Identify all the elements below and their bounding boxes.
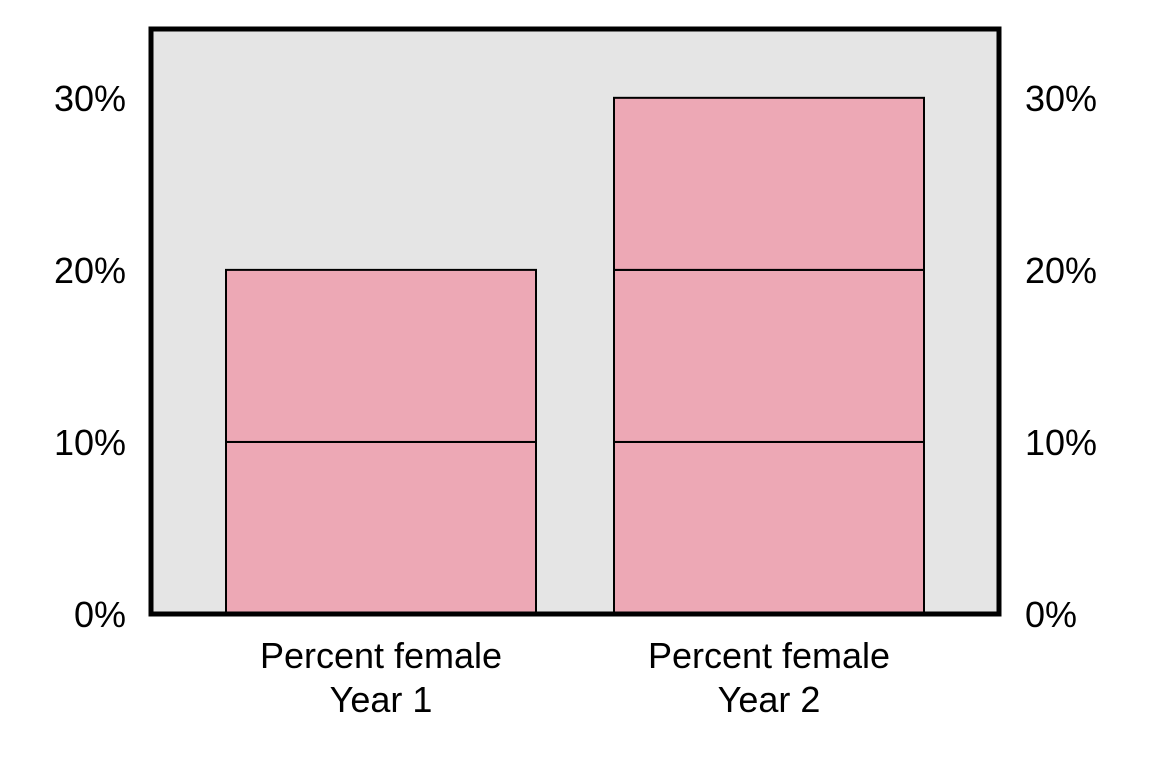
category-label-2: Percent female Year 2 — [648, 635, 890, 720]
right-tick-label: 0% — [1025, 594, 1077, 635]
plot-frame — [148, 26, 1002, 617]
category-label-1: Percent female Year 1 — [260, 635, 502, 720]
right-axis-ticks: 0% 10% 20% 30% — [1025, 78, 1097, 635]
right-tick-label: 30% — [1025, 78, 1097, 119]
bars-group — [225, 96, 925, 615]
left-tick-label: 20% — [54, 250, 126, 291]
bar-segment-2-2 — [613, 268, 925, 443]
bar-segment-2-1 — [613, 440, 925, 615]
left-tick-label: 30% — [54, 78, 126, 119]
category-labels: Percent female Year 1 Percent female Year 2 — [260, 635, 890, 720]
left-tick-label: 10% — [54, 422, 126, 463]
left-axis-ticks: 0% 10% 20% 30% — [54, 78, 126, 635]
bar-segment-1-2 — [225, 268, 537, 443]
bar-segment-1-1 — [225, 440, 537, 615]
bar-segment-2-3 — [613, 96, 925, 271]
right-tick-label: 10% — [1025, 422, 1097, 463]
right-tick-label: 20% — [1025, 250, 1097, 291]
left-tick-label: 0% — [74, 594, 126, 635]
